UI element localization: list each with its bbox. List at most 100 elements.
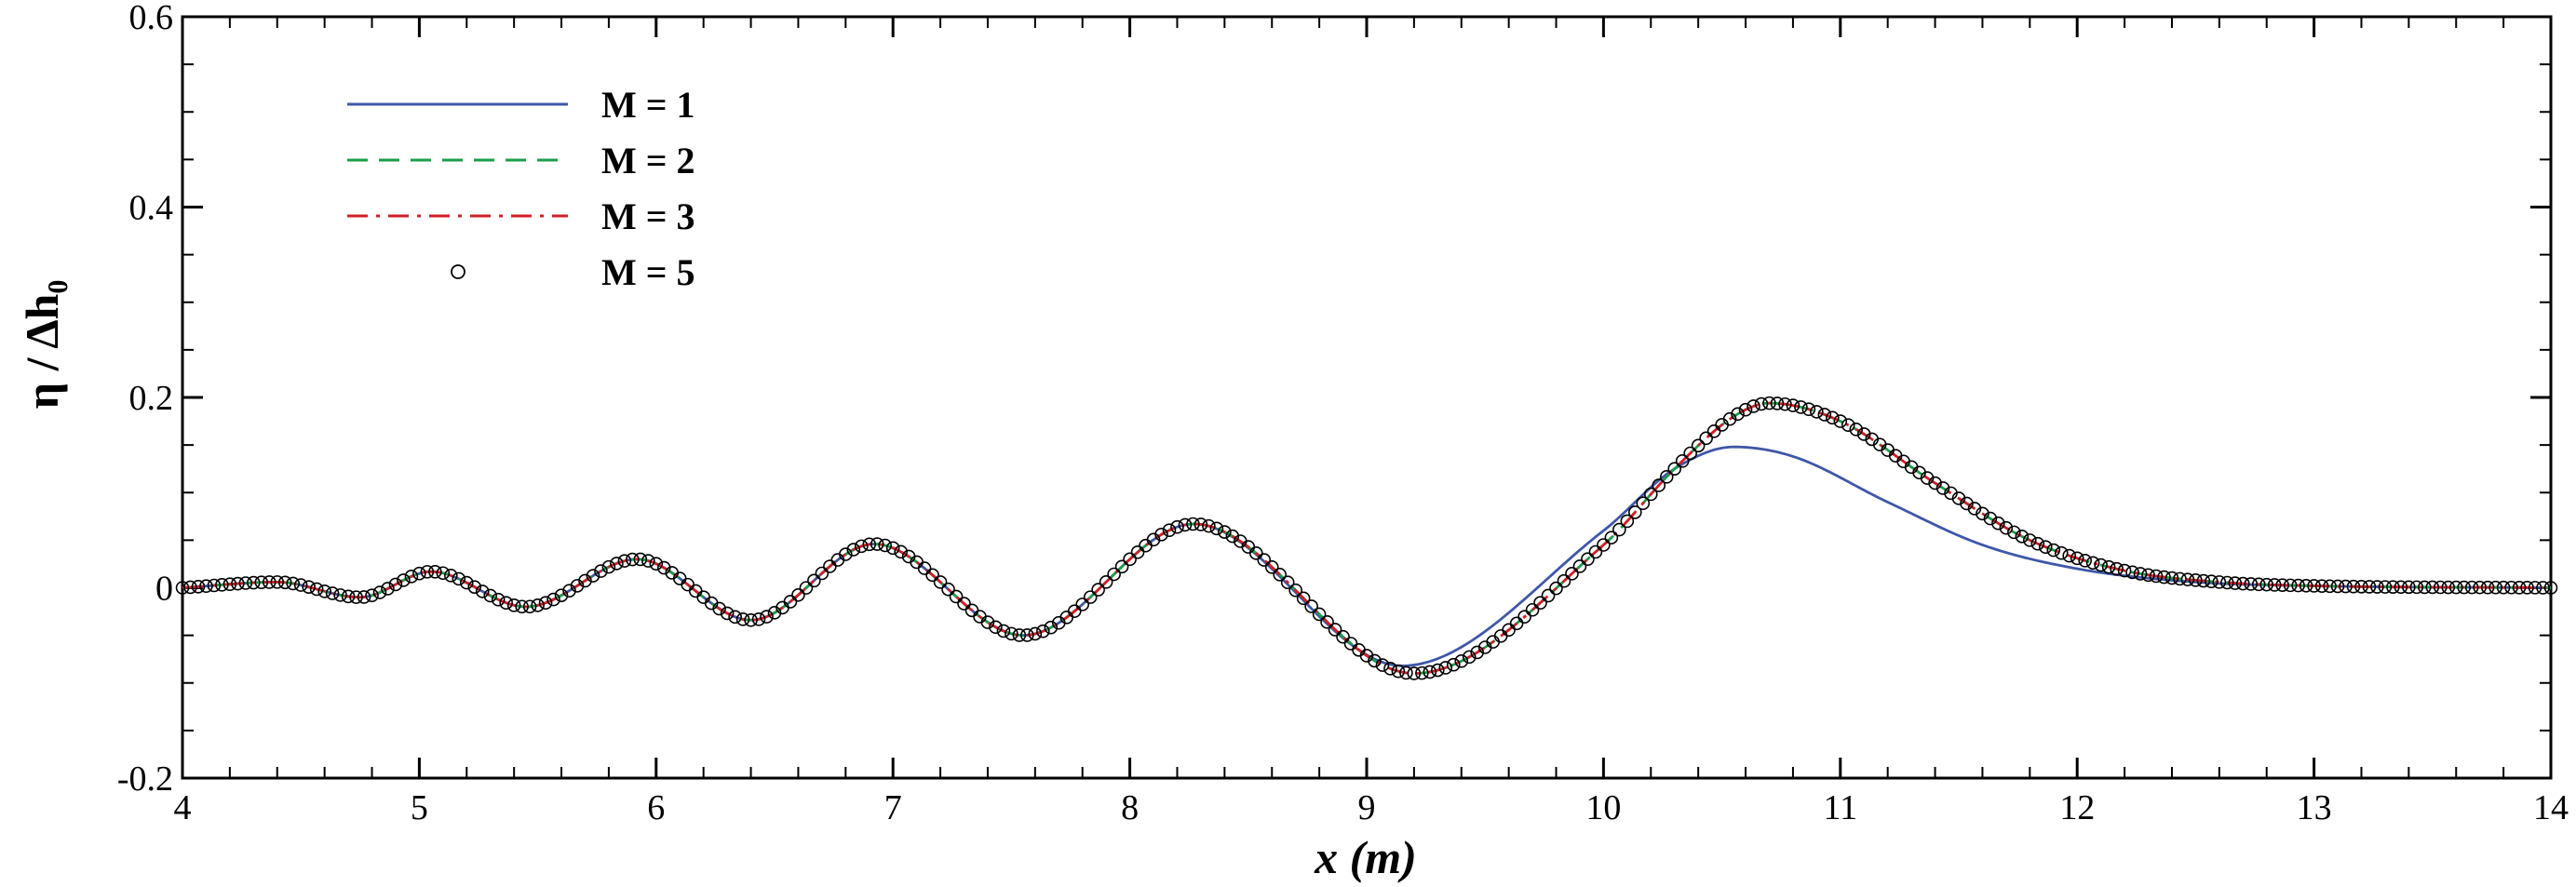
legend-item: M = 3 xyxy=(347,195,695,237)
data-point xyxy=(452,571,466,586)
data-point xyxy=(444,569,458,583)
data-point xyxy=(1683,446,1697,461)
legend-item: M = 1 xyxy=(347,84,695,126)
data-point xyxy=(365,588,379,602)
legend-label: M = 2 xyxy=(601,140,695,181)
data-point xyxy=(594,564,608,578)
data-point xyxy=(1415,665,1429,680)
y-axis-title: η / Δh₀ xyxy=(16,280,68,410)
data-point xyxy=(1801,402,1816,417)
data-point xyxy=(459,575,474,590)
data-point xyxy=(1005,626,1018,641)
data-point xyxy=(949,589,964,604)
data-point xyxy=(633,552,648,567)
y-tick-label: 0 xyxy=(155,570,173,609)
legend-marker xyxy=(451,264,465,279)
x-tick-label: 6 xyxy=(647,788,665,827)
data-point xyxy=(2015,529,2030,544)
data-point xyxy=(372,585,387,599)
data-point xyxy=(1826,410,1840,425)
data-point xyxy=(2496,580,2511,595)
series-layer xyxy=(175,396,2558,680)
data-point xyxy=(309,582,324,597)
data-point xyxy=(1691,438,1706,453)
data-point xyxy=(1423,665,1437,679)
data-point xyxy=(1067,604,1082,618)
data-point xyxy=(1383,662,1397,676)
data-point xyxy=(341,589,356,604)
data-point xyxy=(807,573,821,588)
data-point xyxy=(2228,576,2243,590)
data-point xyxy=(1438,661,1453,675)
legend-item: M = 2 xyxy=(347,140,695,181)
data-point xyxy=(2536,581,2550,595)
data-point xyxy=(1597,538,1611,552)
data-point xyxy=(989,620,1003,635)
data-point xyxy=(2370,580,2384,594)
data-point xyxy=(199,579,213,593)
data-point xyxy=(554,588,569,602)
data-point xyxy=(1731,407,1745,422)
data-point xyxy=(2346,579,2361,594)
data-point xyxy=(286,576,301,591)
data-point xyxy=(2235,576,2250,591)
data-point xyxy=(2030,536,2045,551)
data-point xyxy=(2173,571,2187,586)
data-point xyxy=(183,580,197,595)
data-point xyxy=(2402,580,2416,595)
data-point xyxy=(1202,518,1216,533)
data-point xyxy=(325,586,340,600)
axis-tick-labels: 4 5 6 7 8 9 10 11 12 13 14 -0.2 0 0.2 0.4 0.6 xyxy=(117,0,2569,827)
y-tick-label: -0.2 xyxy=(117,759,173,799)
data-point xyxy=(1218,525,1232,539)
data-point xyxy=(1983,511,1998,526)
legend-label: M = 3 xyxy=(601,195,695,237)
data-point xyxy=(506,598,521,612)
data-point xyxy=(1044,620,1059,635)
data-point xyxy=(412,566,426,581)
data-point xyxy=(293,578,308,592)
data-point xyxy=(2110,561,2124,576)
data-point xyxy=(2409,580,2424,595)
data-point xyxy=(760,610,774,624)
data-point xyxy=(1028,626,1043,641)
data-point xyxy=(941,582,955,597)
data-point xyxy=(1162,523,1177,537)
data-point xyxy=(1778,396,1792,411)
data-point xyxy=(238,576,253,590)
data-point xyxy=(2418,580,2432,595)
data-point xyxy=(1833,414,1848,428)
data-point xyxy=(1130,544,1145,559)
data-point xyxy=(522,599,537,614)
legend-item: M = 5 xyxy=(451,251,695,293)
data-point xyxy=(1178,517,1193,532)
data-point xyxy=(483,588,498,603)
data-point xyxy=(1209,521,1224,536)
data-point xyxy=(1288,583,1302,598)
data-point xyxy=(2117,563,2132,578)
x-tick-label: 8 xyxy=(1121,788,1139,827)
y-tick-label: 0.2 xyxy=(129,379,174,418)
data-point xyxy=(223,577,237,591)
data-point xyxy=(349,590,363,604)
data-point xyxy=(2512,580,2527,595)
data-point xyxy=(2133,567,2148,581)
data-point xyxy=(499,596,513,611)
data-point xyxy=(1581,552,1595,566)
data-point xyxy=(2212,575,2227,589)
data-point xyxy=(436,566,451,581)
data-point xyxy=(1391,664,1406,679)
data-point xyxy=(1675,454,1690,468)
data-point xyxy=(1976,506,1989,521)
data-point xyxy=(996,624,1011,638)
data-point xyxy=(1738,402,1753,417)
data-point xyxy=(1407,666,1422,680)
data-point xyxy=(2386,580,2400,595)
data-point xyxy=(933,575,948,589)
data-point xyxy=(1320,615,1334,629)
x-axis-title-text: x (m) xyxy=(1314,831,1417,883)
data-point xyxy=(799,581,814,595)
x-tick-label: 11 xyxy=(1824,788,1858,827)
data-point xyxy=(2520,581,2534,595)
